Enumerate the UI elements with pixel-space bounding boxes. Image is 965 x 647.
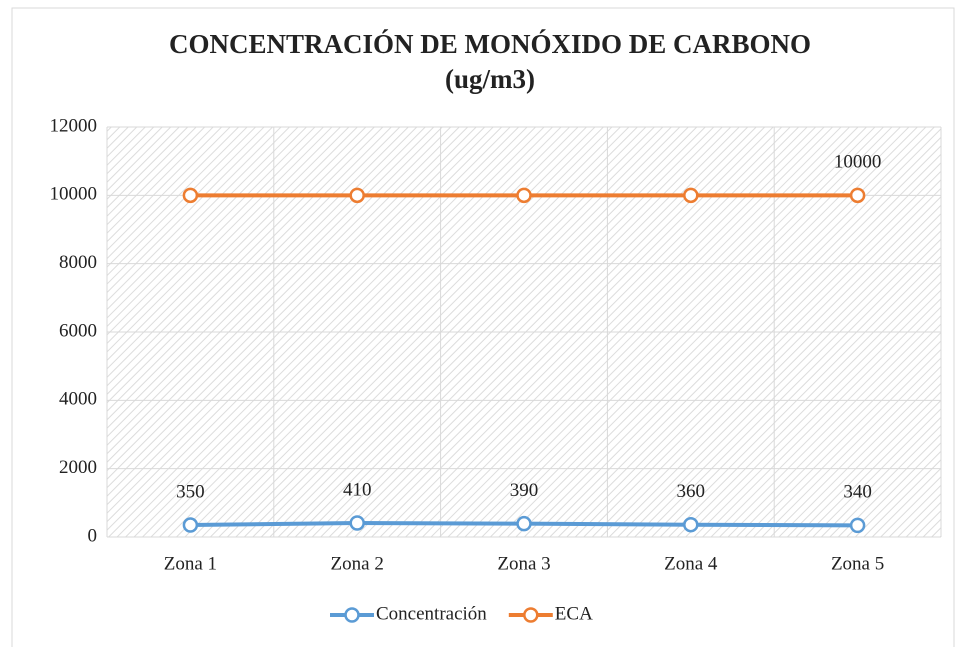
y-tick-label: 8000: [59, 252, 97, 273]
y-tick-label: 0: [88, 525, 98, 546]
x-tick-label: Zona 3: [497, 553, 550, 574]
legend-marker: [523, 607, 539, 623]
chart-title: (ug/m3): [445, 64, 535, 94]
data-point: [683, 187, 699, 204]
y-tick-label: 4000: [59, 389, 97, 410]
y-tick-label: 6000: [59, 320, 97, 341]
data-point: [349, 515, 365, 531]
legend-marker: [344, 607, 360, 623]
data-label: 350: [176, 481, 205, 502]
data-point: [516, 515, 532, 532]
x-tick-label: Zona 5: [831, 553, 884, 574]
data-label: 390: [510, 480, 539, 501]
data-point: [849, 517, 866, 534]
data-label: 360: [677, 481, 706, 502]
chart-title: CONCENTRACIÓN DE MONÓXIDO DE CARBONO: [169, 29, 811, 59]
x-tick-label: Zona 2: [331, 553, 384, 574]
data-label: 340: [843, 482, 872, 503]
data-point: [683, 516, 699, 533]
data-point: [516, 187, 532, 204]
data-point: [182, 517, 199, 533]
data-label: 410: [343, 479, 372, 500]
y-tick-label: 2000: [59, 457, 97, 478]
y-tick-label: 12000: [50, 115, 98, 136]
y-tick-label: 10000: [50, 184, 98, 205]
x-tick-label: Zona 4: [664, 553, 718, 574]
data-label: 10000: [834, 152, 882, 173]
x-tick-label: Zona 1: [164, 553, 217, 574]
data-point: [849, 187, 866, 204]
data-point: [349, 187, 365, 204]
data-point: [182, 187, 199, 204]
legend-label: ECA: [555, 603, 593, 624]
legend-label: Concentración: [376, 603, 487, 624]
